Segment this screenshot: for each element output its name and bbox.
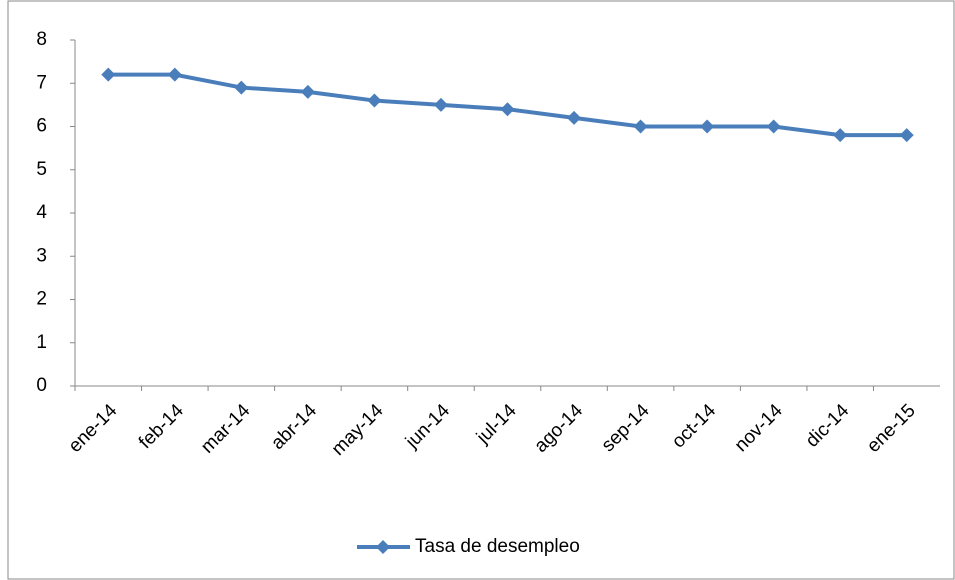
y-tick-label: 7 bbox=[36, 72, 47, 93]
point bbox=[300, 84, 315, 99]
point bbox=[633, 119, 648, 134]
y-tick-label: 6 bbox=[36, 116, 47, 137]
point bbox=[167, 67, 182, 82]
y-tick-label: 0 bbox=[36, 375, 47, 396]
y-tick-label: 3 bbox=[36, 245, 47, 266]
point bbox=[766, 119, 781, 134]
y-tick-label: 1 bbox=[36, 332, 47, 353]
point bbox=[500, 102, 515, 117]
point bbox=[899, 128, 914, 143]
point bbox=[700, 119, 715, 134]
y-tick-label: 2 bbox=[36, 289, 47, 310]
point bbox=[833, 128, 848, 143]
point bbox=[367, 93, 382, 108]
point bbox=[234, 80, 249, 95]
y-tick-label: 8 bbox=[36, 29, 47, 50]
point bbox=[433, 97, 448, 112]
y-tick-label: 5 bbox=[36, 159, 47, 180]
legend-label: Tasa de desempleo bbox=[415, 536, 580, 557]
y-tick-label: 4 bbox=[36, 202, 47, 223]
legend-marker bbox=[376, 540, 390, 554]
point bbox=[567, 110, 582, 125]
point bbox=[101, 67, 116, 82]
chart-frame bbox=[7, 0, 955, 580]
